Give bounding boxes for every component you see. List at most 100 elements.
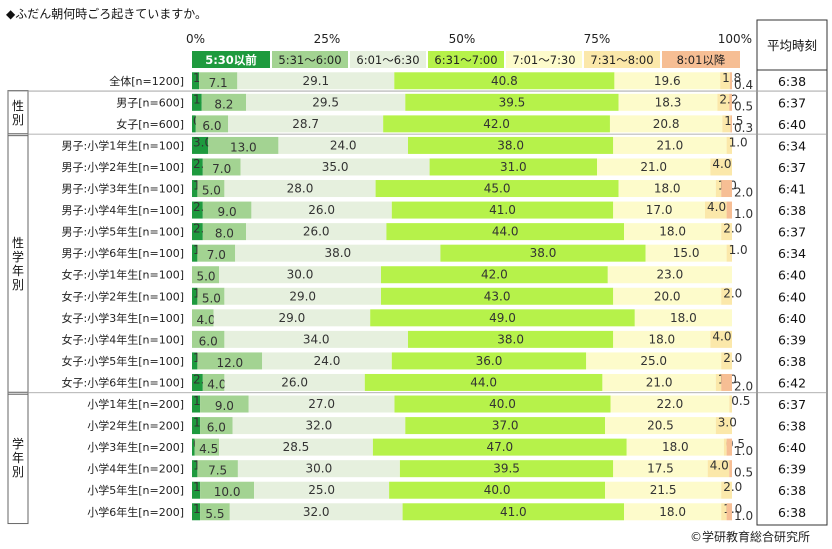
group-box — [7, 133, 29, 395]
data-label: 43.0 — [484, 289, 511, 303]
data-label: 4.0 — [712, 157, 731, 171]
data-label: 10.0 — [214, 485, 241, 499]
group-label: 性 — [12, 236, 24, 250]
group-label: 学 — [12, 249, 24, 264]
average-value: 6:37 — [778, 95, 806, 110]
group-box — [7, 90, 29, 137]
data-label: 28.0 — [287, 182, 314, 196]
data-label: 30.0 — [287, 268, 314, 282]
data-label: 49.0 — [489, 311, 516, 325]
bar-segment — [278, 136, 408, 154]
bar-segment — [618, 180, 716, 198]
bar-segment — [707, 460, 730, 478]
category-label: 女子:小学1年生[n=100] — [62, 268, 184, 282]
data-label: 38.0 — [497, 138, 524, 152]
category-label: 小学2年生[n=200] — [87, 419, 184, 433]
bar-segment — [605, 481, 722, 499]
data-label: 22.0 — [657, 397, 684, 411]
bar-segment — [192, 158, 203, 176]
bar-segment — [408, 330, 614, 348]
data-label: 29.1 — [302, 74, 329, 88]
group-label: 性 — [12, 99, 24, 113]
bar-segment — [721, 373, 732, 391]
data-label: 21.0 — [640, 160, 667, 174]
bar-segment — [394, 395, 611, 413]
group-label: 学 — [12, 436, 24, 451]
category-label: 男子:小学5年生[n=100] — [62, 225, 184, 239]
data-label: 26.0 — [281, 375, 308, 389]
data-label: 38.0 — [324, 246, 351, 260]
data-label: 28.7 — [292, 117, 319, 131]
legend-label: 5:30以前 — [205, 53, 257, 67]
bar-segment — [710, 158, 732, 176]
bar-segment — [192, 460, 198, 478]
bar-segment — [251, 201, 392, 219]
bar-segment — [602, 373, 716, 391]
bar-segment — [386, 223, 624, 241]
data-label: 38.0 — [530, 246, 557, 260]
bar-segment — [624, 223, 722, 241]
data-label: 9.0 — [215, 399, 234, 413]
data-label: 18.0 — [659, 225, 686, 239]
data-label: 23.0 — [657, 268, 684, 282]
data-label: 21.0 — [657, 138, 684, 152]
bar-segment — [246, 93, 406, 111]
data-label: 13.0 — [230, 140, 257, 154]
category-label: 男子:小学1年生[n=100] — [62, 138, 184, 152]
data-label: 2.0 — [723, 222, 742, 236]
bar-segment — [192, 201, 203, 219]
average-value: 6:38 — [778, 419, 806, 434]
data-label: 4.0 — [712, 329, 731, 343]
average-value: 6:42 — [778, 375, 806, 390]
data-label: 0.5 — [734, 466, 753, 480]
bar-segment — [372, 438, 627, 456]
bar-segment — [192, 93, 202, 111]
bar-segment — [610, 395, 730, 413]
average-value: 6:41 — [778, 182, 806, 197]
category-label: 女子:小学2年生[n=100] — [62, 289, 184, 303]
group-label: 年 — [12, 451, 24, 465]
data-label: 0.5 — [734, 99, 753, 113]
bar-segment — [726, 136, 732, 154]
bar-segment — [405, 417, 606, 435]
bar-segment — [440, 244, 646, 262]
data-label: 45.0 — [484, 182, 511, 196]
data-label: 18.0 — [659, 505, 686, 519]
data-label: 5.0 — [202, 291, 221, 305]
data-label: 30.0 — [306, 462, 333, 476]
group-box — [7, 391, 29, 525]
category-label: 女子:小学6年生[n=100] — [62, 375, 184, 389]
data-label: 35.0 — [322, 160, 349, 174]
data-label: 44.0 — [470, 375, 497, 389]
x-tick-label: 100% — [718, 32, 752, 46]
bar-segment — [197, 244, 236, 262]
data-label: 8.2 — [214, 97, 233, 111]
data-label: 6.0 — [199, 334, 218, 348]
data-label: 42.0 — [483, 117, 510, 131]
bar-segment — [597, 158, 711, 176]
data-label: 7.5 — [208, 464, 227, 478]
bar-segment — [248, 395, 395, 413]
bar-segment — [228, 115, 384, 133]
bar-segment — [208, 136, 279, 154]
data-label: 29.0 — [279, 311, 306, 325]
legend-swatch — [192, 51, 270, 68]
data-label: 7.1 — [209, 76, 228, 90]
group-label: 別 — [12, 465, 24, 479]
data-label: 39.5 — [499, 95, 526, 109]
data-label: 38.0 — [497, 332, 524, 346]
bar-segment — [201, 93, 246, 111]
bar-segment — [192, 72, 200, 90]
bar-segment — [717, 93, 730, 111]
data-label: 8.0 — [215, 227, 234, 241]
bar-segment — [408, 136, 614, 154]
data-label: 27.0 — [308, 397, 335, 411]
data-label: 3.0 — [193, 135, 212, 149]
data-label: 6.0 — [207, 421, 226, 435]
average-value: 6:40 — [778, 311, 806, 326]
bar-segment — [192, 115, 196, 133]
bar-segment — [254, 481, 390, 499]
bar-segment — [197, 352, 263, 370]
bar-segment — [726, 503, 732, 521]
data-label: 5.0 — [202, 184, 221, 198]
